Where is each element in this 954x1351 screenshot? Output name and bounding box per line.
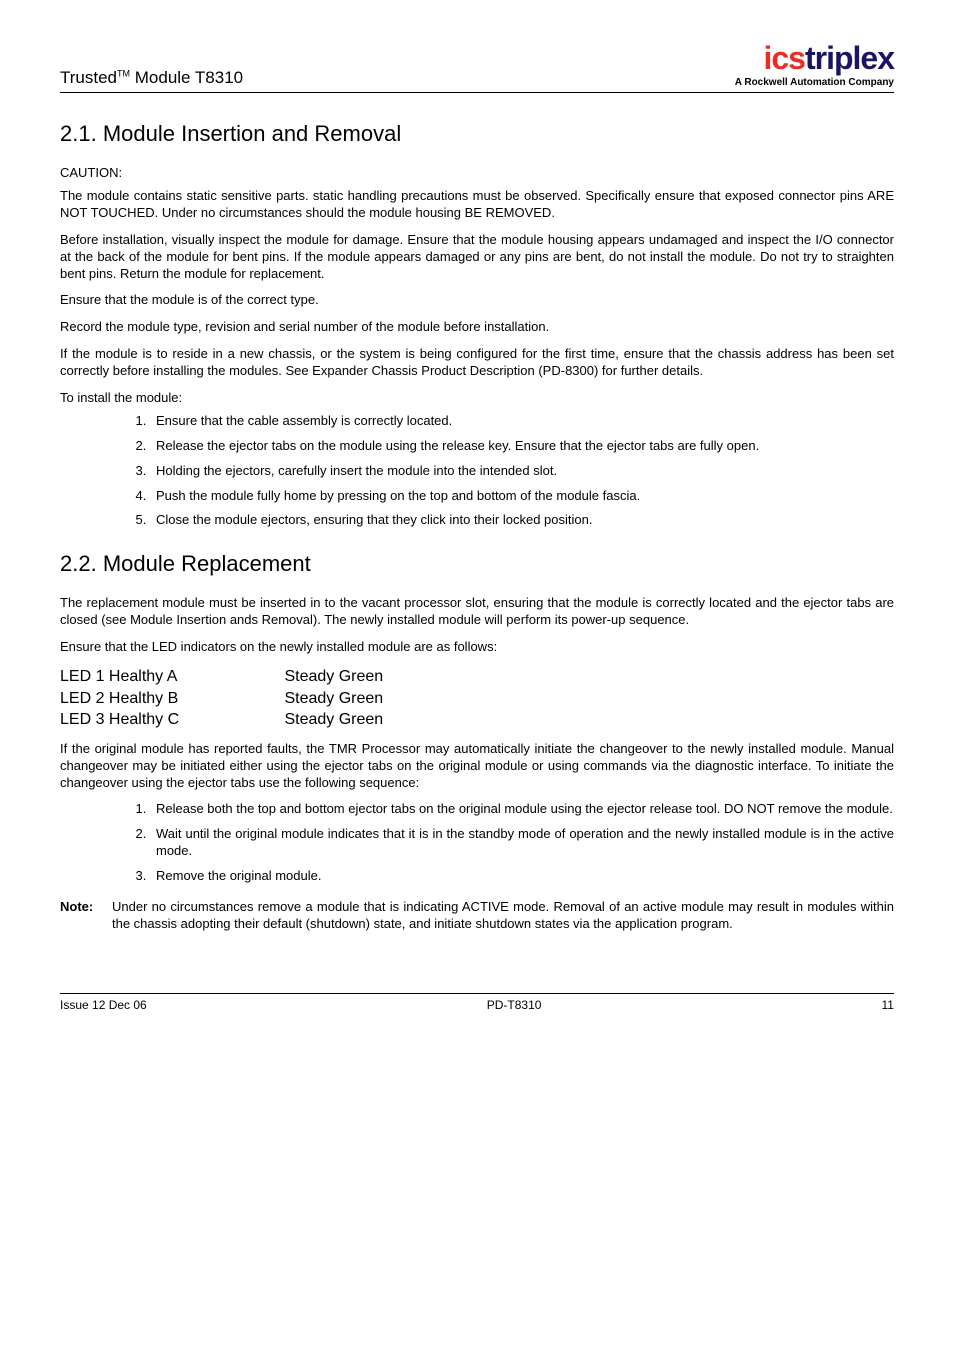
section-2-1-title: 2.1. Module Insertion and Removal: [60, 121, 894, 147]
led3-label: LED 3 Healthy C: [60, 709, 280, 731]
s21-p4: Record the module type, revision and ser…: [60, 319, 894, 336]
tm-mark: TM: [117, 68, 130, 78]
install-steps: Ensure that the cable assembly is correc…: [60, 413, 894, 529]
page-header: TrustedTM Module T8310 icstriplex A Rock…: [60, 40, 894, 93]
logo-subtitle: A Rockwell Automation Company: [735, 77, 894, 88]
note-label: Note:: [60, 899, 112, 933]
led-row-2: LED 2 Healthy B Steady Green: [60, 688, 894, 710]
s21-p3: Ensure that the module is of the correct…: [60, 292, 894, 309]
note-body: Under no circumstances remove a module t…: [112, 899, 894, 933]
install-step-2: Release the ejector tabs on the module u…: [150, 438, 894, 455]
footer-doc: PD-T8310: [487, 998, 542, 1012]
note-block: Note: Under no circumstances remove a mo…: [60, 899, 894, 933]
section-name: Module Replacement: [103, 551, 311, 576]
section-num: 2.2.: [60, 551, 97, 576]
changeover-steps: Release both the top and bottom ejector …: [60, 801, 894, 885]
install-step-3: Holding the ejectors, carefully insert t…: [150, 463, 894, 480]
section-num: 2.1.: [60, 121, 97, 146]
changeover-step-3: Remove the original module.: [150, 868, 894, 885]
led-row-3: LED 3 Healthy C Steady Green: [60, 709, 894, 731]
led1-label: LED 1 Healthy A: [60, 666, 280, 688]
section-name: Module Insertion and Removal: [103, 121, 401, 146]
section-2-2-title: 2.2. Module Replacement: [60, 551, 894, 577]
logo-sub-bold: Rockwell Automation: [744, 77, 845, 88]
logo-main: icstriplex: [735, 40, 894, 77]
company-logo: icstriplex A Rockwell Automation Company: [735, 40, 894, 88]
module-id: Module T8310: [135, 68, 243, 87]
install-step-1: Ensure that the cable assembly is correc…: [150, 413, 894, 430]
footer-page: 11: [882, 998, 894, 1012]
logo-sub-prefix: A: [735, 77, 745, 88]
footer-issue: Issue 12 Dec 06: [60, 998, 147, 1012]
product-name: Trusted: [60, 68, 117, 87]
s22-p1: The replacement module must be inserted …: [60, 595, 894, 629]
install-step-4: Push the module fully home by pressing o…: [150, 488, 894, 505]
changeover-step-2: Wait until the original module indicates…: [150, 826, 894, 860]
led3-value: Steady Green: [284, 711, 383, 728]
logo-sub-suffix: Company: [846, 77, 894, 88]
header-product: TrustedTM Module T8310: [60, 68, 243, 88]
caution-label: CAUTION:: [60, 165, 894, 180]
s21-p1: The module contains static sensitive par…: [60, 188, 894, 222]
led-table: LED 1 Healthy A Steady Green LED 2 Healt…: [60, 666, 894, 731]
page-footer: Issue 12 Dec 06 PD-T8310 11: [60, 993, 894, 1012]
install-step-5: Close the module ejectors, ensuring that…: [150, 512, 894, 529]
led2-value: Steady Green: [284, 690, 383, 707]
s22-p3: If the original module has reported faul…: [60, 741, 894, 792]
changeover-step-1: Release both the top and bottom ejector …: [150, 801, 894, 818]
s21-p6: To install the module:: [60, 390, 894, 407]
logo-ics: ics: [763, 40, 804, 76]
logo-trip: triplex: [805, 40, 894, 76]
led1-value: Steady Green: [284, 668, 383, 685]
led2-label: LED 2 Healthy B: [60, 688, 280, 710]
s21-p5: If the module is to reside in a new chas…: [60, 346, 894, 380]
s22-p2: Ensure that the LED indicators on the ne…: [60, 639, 894, 656]
led-row-1: LED 1 Healthy A Steady Green: [60, 666, 894, 688]
s21-p2: Before installation, visually inspect th…: [60, 232, 894, 283]
